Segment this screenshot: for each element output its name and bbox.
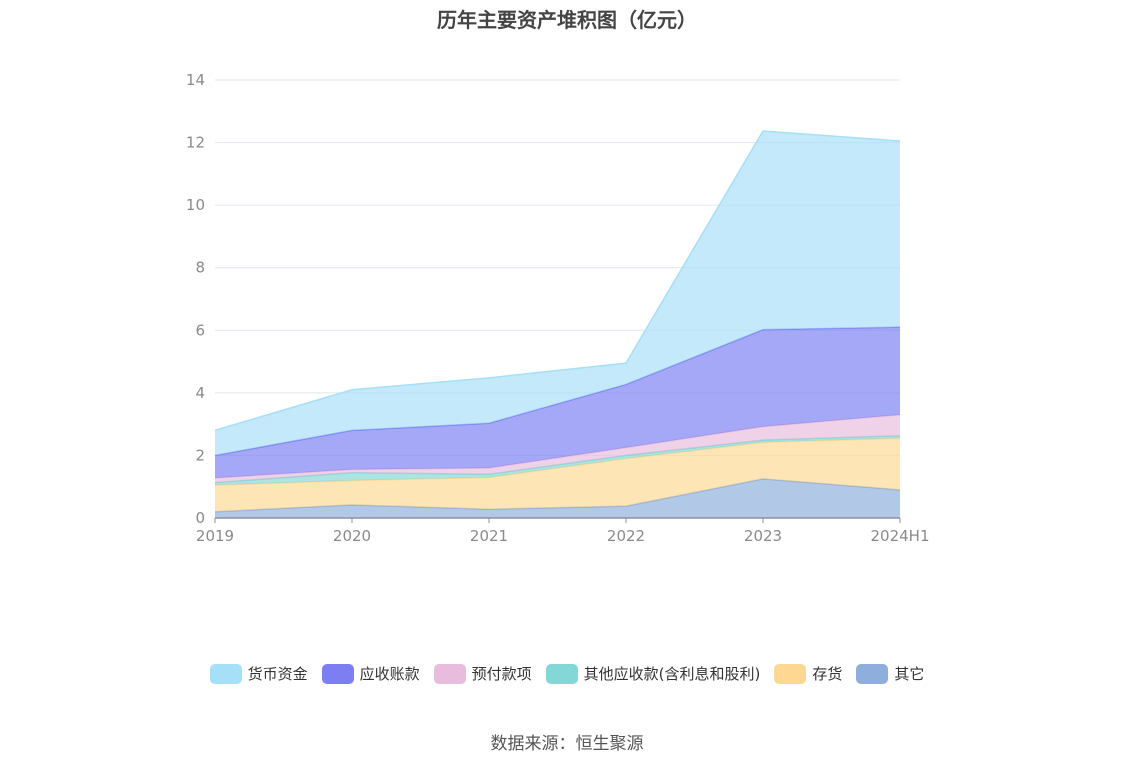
area-series-0 (215, 478, 900, 518)
area-edge-series-2 (214, 434, 901, 484)
y-tick-label: 14 (186, 71, 205, 89)
data-source: 数据来源：恒生聚源 (490, 734, 644, 754)
y-tick-label: 8 (195, 259, 205, 277)
legend-swatch-other-receivables (545, 663, 578, 684)
area-series-3 (215, 414, 900, 483)
area-series-5 (215, 130, 900, 456)
legend-swatch-prepayments (433, 663, 466, 684)
y-tick-label: 12 (186, 134, 205, 152)
legend-label-inventory: 存货 (812, 665, 843, 683)
y-tick-label: 10 (186, 196, 205, 214)
x-tick-label: 2020 (333, 527, 371, 545)
legend-label-other-receivables: 其他应收款(含利息和股利) (583, 665, 761, 683)
y-tick-label: 6 (195, 321, 205, 339)
legend-item-prepayments[interactable]: 预付款项 (433, 663, 532, 684)
area-series-4 (215, 327, 900, 478)
legend-swatch-other (856, 663, 889, 684)
area-edge-series-5 (214, 130, 901, 432)
y-tick-label: 0 (195, 509, 205, 527)
x-tick-label: 2019 (196, 527, 234, 545)
x-tick-label: 2022 (607, 527, 645, 545)
legend-item-other-receivables[interactable]: 其他应收款(含利息和股利) (545, 663, 761, 684)
legend-label-cash: 货币资金 (247, 665, 308, 683)
x-tick-label: 2021 (470, 527, 508, 545)
y-tick-label: 2 (195, 446, 205, 464)
legend-item-accounts-receivable[interactable]: 应收账款 (321, 663, 420, 684)
legend-label-other: 其它 (894, 665, 925, 683)
y-tick-label: 4 (195, 384, 205, 402)
legend-swatch-inventory (774, 663, 807, 684)
x-tick-label: 2024H1 (871, 527, 930, 545)
legend-label-accounts-receivable: 应收账款 (359, 665, 420, 683)
legend-item-cash[interactable]: 货币资金 (209, 663, 308, 684)
legend-swatch-cash (209, 663, 242, 684)
chart-title: 历年主要资产堆积图（亿元） (437, 8, 697, 32)
legend-label-prepayments: 预付款项 (471, 665, 532, 683)
area-series-1 (215, 438, 900, 512)
legend-item-other[interactable]: 其它 (856, 663, 924, 684)
legend-swatch-accounts-receivable (321, 663, 354, 684)
chart-legend: 货币资金 应收账款 预付款项 其他应收款(含利息和股利) 存货 其它 (0, 663, 1134, 684)
legend-item-inventory[interactable]: 存货 (774, 663, 842, 684)
area-series-2 (215, 435, 900, 486)
x-tick-label: 2023 (744, 527, 782, 545)
